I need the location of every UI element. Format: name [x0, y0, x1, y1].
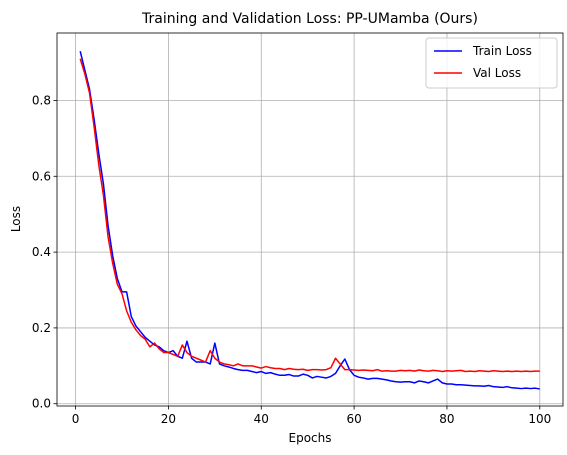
y-tick-label: 0.4	[32, 245, 51, 259]
y-tick-label: 0.8	[32, 93, 51, 107]
chart-title: Training and Validation Loss: PP-UMamba …	[141, 11, 478, 27]
x-tick-label: 60	[346, 412, 361, 426]
x-tick-label: 20	[161, 412, 176, 426]
y-tick-label: 0.6	[32, 169, 51, 183]
y-axis-label: Loss	[9, 206, 23, 232]
x-tick-label: 0	[72, 412, 80, 426]
x-axis-label: Epochs	[289, 431, 332, 445]
y-tick-label: 0.2	[32, 321, 51, 335]
x-tick-label: 40	[254, 412, 269, 426]
x-tick-label: 100	[528, 412, 551, 426]
legend: Train Loss Val Loss	[426, 38, 557, 88]
y-tick-label: 0.0	[32, 397, 51, 411]
legend-label-train-loss: Train Loss	[472, 44, 532, 58]
legend-label-val-loss: Val Loss	[473, 66, 521, 80]
x-tick-label: 80	[439, 412, 454, 426]
